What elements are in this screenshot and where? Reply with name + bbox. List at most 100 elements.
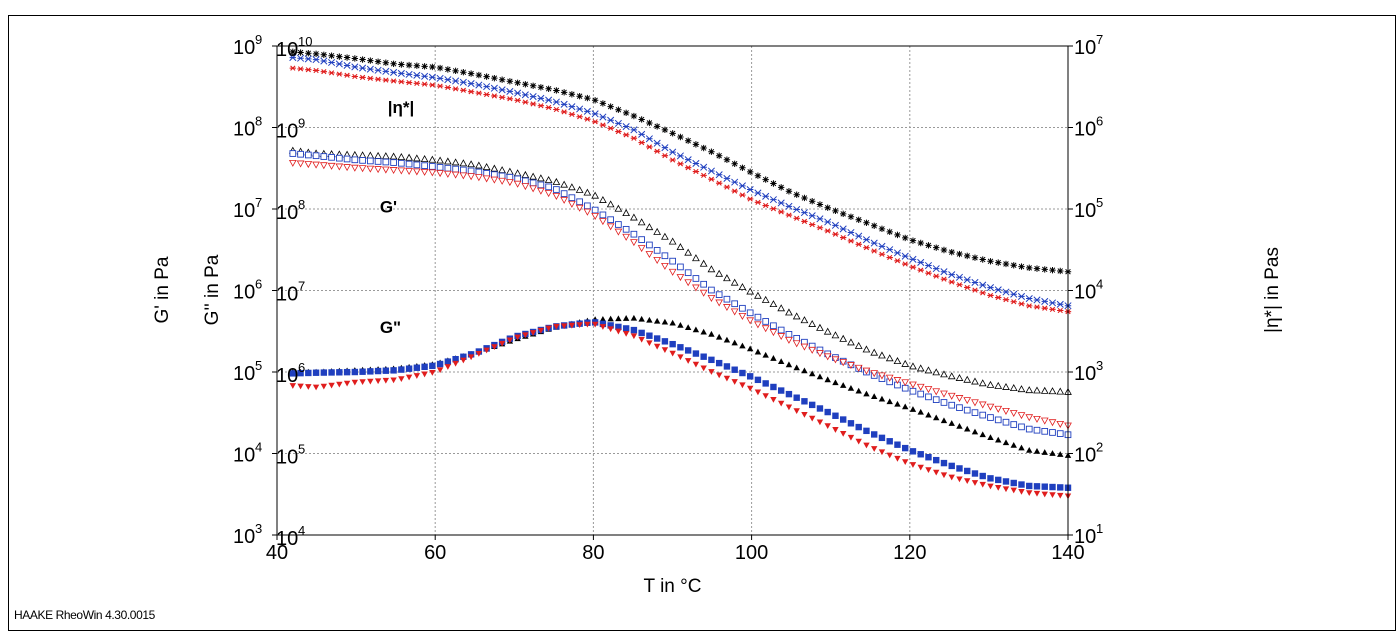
data-point <box>1002 382 1010 390</box>
data-point <box>1049 492 1056 498</box>
data-point <box>591 97 599 104</box>
data-point <box>390 159 397 166</box>
data-point <box>653 335 661 342</box>
data-point <box>537 327 545 334</box>
data-point <box>490 164 499 172</box>
data-point <box>762 318 770 325</box>
data-point <box>560 100 568 108</box>
data-point <box>964 425 971 432</box>
data-point <box>1033 426 1041 434</box>
data-point <box>947 392 956 400</box>
data-point <box>529 179 537 187</box>
data-point <box>940 399 948 406</box>
data-point <box>700 365 707 372</box>
data-point <box>746 309 754 317</box>
data-point <box>1056 387 1065 395</box>
data-point <box>925 467 932 474</box>
data-point <box>297 49 304 56</box>
data-point <box>374 367 382 375</box>
data-point <box>615 128 622 135</box>
data-point <box>615 328 622 335</box>
data-point <box>452 355 459 363</box>
data-point <box>839 334 848 342</box>
data-point <box>1057 484 1064 491</box>
data-point <box>800 209 808 217</box>
data-point <box>599 122 607 128</box>
y-tick-exp-g-double-prime: 8 <box>298 197 305 212</box>
data-point <box>607 103 614 110</box>
data-point <box>405 365 413 372</box>
data-point <box>870 239 878 247</box>
data-point <box>956 404 963 411</box>
data-point <box>1010 441 1017 448</box>
data-point <box>460 166 467 174</box>
data-point <box>669 130 676 137</box>
y-tick-label-g-prime: 10 <box>233 363 255 385</box>
data-point <box>312 369 320 376</box>
data-point <box>955 373 964 381</box>
data-point <box>653 343 661 350</box>
data-point <box>862 345 871 353</box>
data-point <box>374 151 382 159</box>
data-point <box>863 390 870 397</box>
data-point <box>1057 307 1064 314</box>
data-point <box>940 459 948 467</box>
data-point <box>1056 420 1065 428</box>
data-point <box>785 361 793 368</box>
data-point <box>902 403 909 410</box>
data-point <box>545 325 552 332</box>
data-point <box>894 400 901 407</box>
data-point <box>708 148 715 155</box>
data-point <box>700 163 708 171</box>
data-point <box>1017 412 1026 420</box>
data-point <box>1057 492 1064 499</box>
data-point <box>940 268 948 276</box>
data-point <box>653 123 661 130</box>
data-point <box>289 54 297 62</box>
data-point <box>599 195 607 203</box>
data-point <box>692 159 700 168</box>
x-tick-label: 40 <box>266 542 288 564</box>
data-point <box>808 221 816 228</box>
data-point <box>708 369 715 375</box>
data-point <box>777 326 785 334</box>
data-point <box>948 474 955 481</box>
data-point <box>971 480 979 486</box>
data-point <box>607 322 614 329</box>
data-point <box>288 159 297 167</box>
data-point <box>769 196 777 204</box>
data-point <box>964 252 971 260</box>
data-point <box>622 315 630 321</box>
data-point <box>405 167 413 175</box>
data-point <box>699 259 708 267</box>
data-point <box>769 329 778 337</box>
data-point <box>886 438 893 445</box>
data-point <box>460 357 467 364</box>
data-point <box>863 245 870 251</box>
data-point <box>932 265 940 273</box>
y-tick-label-g-prime: 10 <box>233 526 255 548</box>
data-point <box>715 180 723 186</box>
data-point <box>777 304 786 312</box>
data-point <box>684 358 692 364</box>
data-point <box>754 321 762 329</box>
data-point <box>452 165 459 173</box>
data-point <box>312 50 320 58</box>
data-point <box>893 249 902 257</box>
data-point <box>978 401 987 409</box>
data-point <box>653 148 661 154</box>
data-point <box>1033 448 1041 454</box>
data-point <box>940 276 948 282</box>
data-point <box>491 93 498 99</box>
data-point <box>638 116 645 123</box>
data-point <box>537 94 545 102</box>
data-point <box>320 153 328 160</box>
data-point <box>389 152 398 160</box>
data-point <box>575 204 584 212</box>
chart-frame <box>8 15 1396 631</box>
data-point <box>909 237 917 244</box>
data-point <box>661 347 669 354</box>
data-point <box>1025 294 1033 303</box>
data-point <box>390 377 397 384</box>
x-tick-label: 80 <box>582 542 604 564</box>
